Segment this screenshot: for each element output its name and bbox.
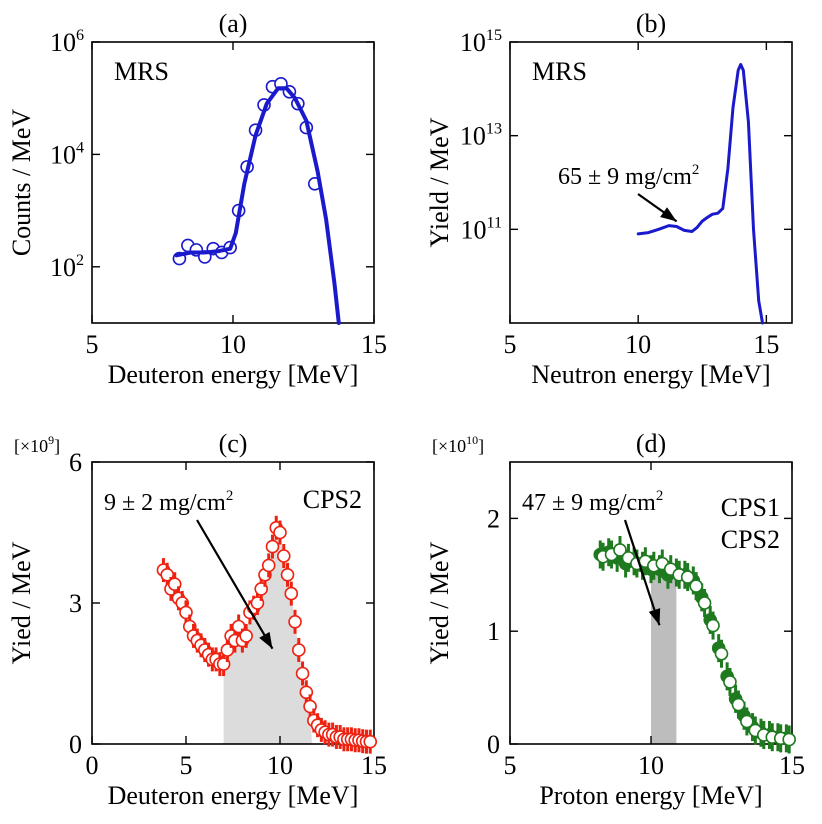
data-point	[706, 618, 720, 633]
y-tick-label: 1	[487, 617, 500, 646]
data-point	[284, 586, 299, 601]
x-tick-label: 5	[504, 330, 517, 359]
data-point	[276, 549, 291, 563]
y-tick-label: 1015	[460, 27, 502, 57]
x-tick-label: 10	[220, 330, 246, 359]
data-point	[261, 558, 276, 573]
panel-label: (a)	[219, 9, 248, 38]
data-point	[689, 579, 703, 593]
data-point	[697, 596, 712, 610]
data-point	[273, 525, 287, 540]
x-axis-label: Deuteron energy [MeV]	[108, 360, 359, 389]
panel-a: 5 10 15 102 104 106 (a) Deuteron energy [MeV] Co…	[7, 9, 387, 389]
annotation-text: 9 ± 2 mg/cm2	[104, 488, 233, 516]
series-mrs	[636, 63, 764, 325]
panel-c: 0 5 10 15 0 3 6 (c) Deuteron energy [MeV] Yied / …	[7, 429, 387, 810]
panel-label: (c)	[219, 429, 248, 458]
x-tick-label: 15	[361, 751, 387, 780]
y-tick-label: 6	[69, 448, 82, 477]
x-axis-label: Deuteron energy [MeV]	[108, 781, 359, 810]
x-tick-label: 15	[779, 751, 805, 780]
data-point	[680, 570, 695, 584]
x-axis-label: Proton energy [MeV]	[539, 781, 762, 810]
x-tick-label: 5	[180, 751, 193, 780]
x-tick-label: 10	[638, 751, 664, 780]
series-line	[174, 86, 341, 325]
legend-entry: MRS	[114, 57, 169, 86]
annotation-text: 47 ± 9 mg/cm2	[522, 488, 663, 516]
data-point	[265, 539, 280, 554]
annotation-arrow	[196, 519, 274, 650]
data-point	[714, 646, 729, 661]
y-tick-label: 3	[69, 589, 82, 618]
data-point	[280, 567, 295, 582]
panel-d: 5 10 15 0 1 2 (d) Proton energy [MeV] Yied / MeV…	[425, 429, 805, 810]
data-point	[740, 714, 754, 729]
x-tick-label: 10	[625, 330, 651, 359]
x-tick-label: 5	[504, 751, 517, 780]
data-point	[723, 675, 737, 689]
series-cps2	[596, 535, 796, 754]
y-axis-label: Yield / MeV	[425, 117, 454, 247]
y-axis-label: Counts / MeV	[7, 109, 36, 257]
series-line	[636, 63, 764, 325]
y-tick-label: 1013	[460, 121, 502, 151]
data-point	[731, 697, 746, 712]
arrowhead	[660, 207, 677, 222]
panel-label: (b)	[636, 9, 666, 38]
annotation-arrow	[623, 519, 661, 626]
x-tick-label: 5	[86, 330, 99, 359]
shaded-thickness-region	[651, 574, 677, 744]
x-tick-label: 0	[86, 751, 99, 780]
axis-multiplier: [×109]	[14, 433, 60, 456]
legend-entry: CPS2	[303, 485, 362, 514]
data-point	[613, 543, 627, 557]
y-tick-label: 0	[487, 730, 500, 759]
arrowhead	[259, 631, 273, 649]
series-fit	[174, 86, 341, 325]
y-tick-label: 1011	[460, 214, 502, 244]
axis-multiplier: [×1010]	[432, 433, 484, 456]
y-axis-label: Yied / MeV	[7, 541, 36, 664]
data-point	[239, 629, 253, 643]
x-axis-label: Neutron energy [MeV]	[531, 360, 770, 389]
data-point	[291, 643, 306, 657]
legend-entry: CPS2	[721, 525, 780, 554]
y-tick-label: 106	[50, 27, 84, 57]
data-point	[363, 734, 378, 749]
series-cps2	[156, 515, 378, 754]
series-cps1	[593, 538, 794, 753]
annotation-text: 65 ± 9 mg/cm2	[558, 162, 699, 190]
y-tick-label: 104	[50, 139, 84, 169]
x-tick-label: 10	[267, 751, 293, 780]
panel-label: (d)	[636, 429, 666, 458]
arrowhead	[648, 608, 661, 626]
data-point	[782, 732, 796, 747]
y-tick-label: 2	[487, 504, 500, 533]
y-tick-label: 0	[69, 730, 82, 759]
plot-frame	[509, 41, 793, 324]
data-point	[288, 614, 302, 629]
y-tick-label: 102	[50, 252, 84, 282]
legend-entry: MRS	[532, 57, 587, 86]
x-tick-label: 15	[753, 330, 779, 359]
data-point	[295, 666, 310, 681]
y-axis-label: Yied / MeV	[425, 541, 454, 664]
legend-entry: CPS1	[721, 493, 780, 522]
x-tick-label: 15	[361, 330, 387, 359]
